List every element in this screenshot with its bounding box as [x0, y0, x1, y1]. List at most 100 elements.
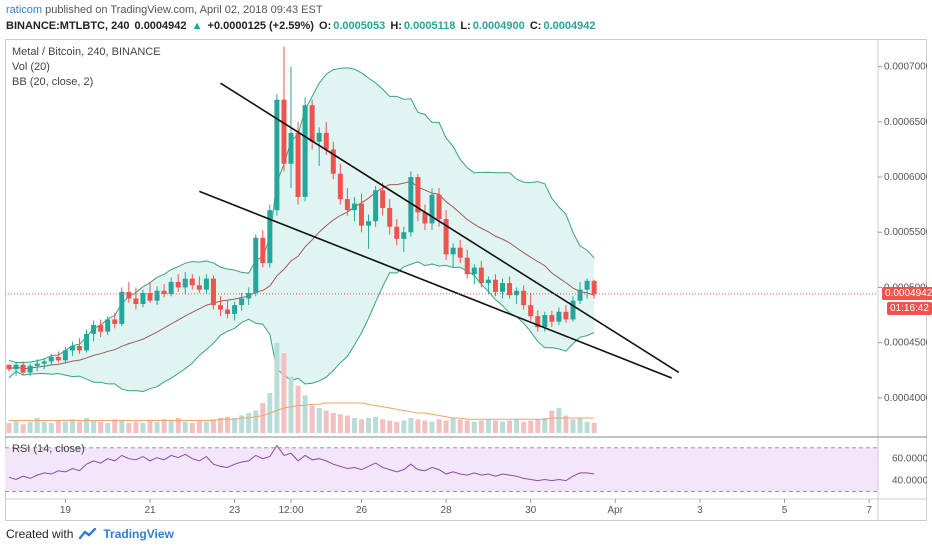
price-tick-label: 0.0004000 [884, 393, 927, 404]
volume-bar [351, 418, 357, 433]
candle-body [232, 305, 238, 314]
candle-body [450, 247, 456, 255]
legend-volume[interactable]: Vol (20) [12, 61, 50, 73]
candle [316, 127, 322, 166]
candle [570, 296, 576, 322]
trendlines[interactable] [199, 82, 680, 379]
rsi-band-fill [5, 447, 878, 492]
candle [55, 351, 61, 363]
time-tick-label: 5 [782, 505, 788, 516]
countdown-badge: 01:16:42 [887, 301, 932, 315]
open-label: O: [319, 20, 332, 32]
candle-body [492, 279, 498, 292]
volume-bar [528, 420, 534, 433]
candle [302, 97, 308, 202]
volume-bars [6, 343, 597, 433]
volume-bar [457, 419, 463, 433]
candle [161, 284, 167, 298]
candle [351, 196, 357, 222]
candle [182, 271, 188, 295]
candle-body [542, 315, 548, 328]
chart-frame [5, 39, 927, 521]
volume-bar [203, 421, 209, 433]
candle [492, 274, 498, 297]
volume-bar [302, 395, 308, 433]
tradingview-brand[interactable]: TradingView [103, 527, 174, 541]
candle [168, 277, 174, 297]
time-tick-label: Apr [608, 505, 624, 516]
candle [387, 199, 393, 235]
volume-bar [295, 385, 301, 433]
candle-body [133, 298, 139, 305]
volume-bar [330, 413, 336, 433]
volume-bar [182, 421, 188, 433]
rsi-line [8, 444, 595, 482]
volume-bar [542, 418, 548, 433]
candle-body [485, 279, 491, 284]
candle [344, 188, 350, 216]
volume-bar [366, 418, 372, 433]
candle [584, 278, 590, 299]
candle-body [478, 267, 484, 284]
candle-body [55, 357, 61, 361]
candle [98, 319, 104, 338]
candle-body [344, 199, 350, 211]
candle-body [535, 316, 541, 328]
volume-bar [253, 410, 259, 433]
candle-body [556, 311, 562, 322]
candle [450, 243, 456, 268]
volume-bar [401, 420, 407, 433]
chart-canvas[interactable]: 60.0000 40.0000 0.0007000 0.0006500 0.00060… [5, 39, 927, 521]
candle [274, 94, 280, 216]
candle-body [316, 132, 322, 142]
candle [154, 286, 160, 306]
volume-bar [112, 419, 118, 433]
candle-body [105, 319, 111, 332]
low-label: L: [460, 20, 471, 32]
volume-bar [77, 421, 82, 433]
bollinger-fill [9, 67, 595, 392]
candle-body [119, 291, 125, 324]
volume-bar [147, 420, 153, 433]
volume-bar [344, 415, 350, 433]
candle [91, 320, 97, 342]
candle-body [591, 280, 597, 295]
candle [119, 287, 125, 327]
candle-body [27, 365, 33, 373]
volume-bar [485, 419, 491, 433]
candle [203, 274, 209, 295]
volume-bar [239, 415, 245, 433]
volume-bar [570, 419, 576, 433]
candle-body [401, 232, 407, 239]
close-label: C: [529, 20, 542, 32]
candle [253, 234, 259, 297]
candle [267, 204, 273, 268]
author-name[interactable]: raticom [6, 4, 43, 16]
symbol-name[interactable]: BINANCE:MTLBTC, 240 [6, 20, 130, 32]
candle [521, 285, 527, 310]
time-tick-label: 7 [866, 505, 872, 516]
published-text: published on TradingView.com, April 02, … [45, 4, 323, 16]
legend-bollinger[interactable]: BB (20, close, 2) [12, 76, 94, 88]
candle [196, 276, 202, 293]
volume-bar [6, 423, 12, 433]
candle [84, 329, 90, 353]
candle-body [161, 290, 167, 295]
candle [591, 279, 597, 299]
volume-bar [584, 421, 590, 433]
candle [549, 310, 555, 328]
volume-bar [168, 420, 174, 433]
candle [13, 362, 19, 376]
candle-body [436, 194, 442, 219]
volume-bar [549, 410, 555, 433]
rsi-tick-label: 40.0000 [892, 476, 927, 487]
legend-rsi[interactable]: RSI (14, close) [12, 443, 85, 455]
candle-body [62, 350, 68, 361]
candle-body [281, 99, 287, 164]
time-tick-label: 21 [144, 505, 156, 516]
time-tick-label: 3 [697, 505, 703, 516]
candle-body [6, 364, 12, 370]
candle-body [394, 226, 400, 239]
last-price: 0.0004942 [134, 20, 187, 32]
candle-body [91, 324, 97, 334]
